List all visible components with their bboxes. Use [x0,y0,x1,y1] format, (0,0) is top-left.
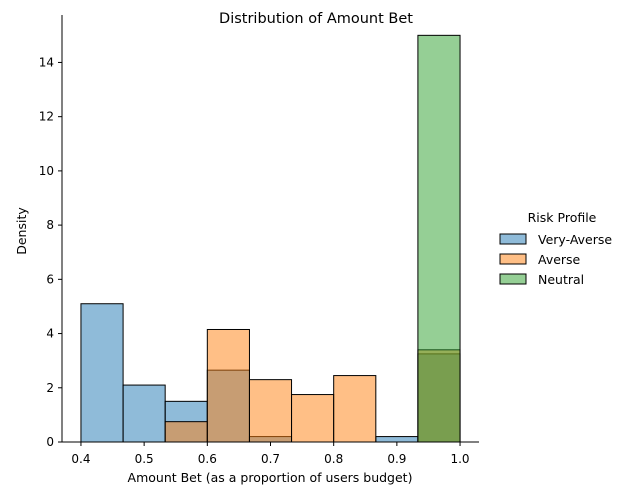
bar-very-averse-1 [122,384,166,443]
legend-label-very-averse: Very-Averse [538,232,612,247]
legend-swatch-neutral [499,273,527,285]
bar-averse-3 [206,328,250,443]
x-tick-label: 0.8 [324,452,343,466]
legend: Risk Profile Very-Averse Averse Neutral [499,210,612,287]
bars-layer [80,34,461,443]
y-tick-label: 6 [46,272,54,286]
x-axis-ticks: 0.4 0.5 0.6 0.7 0.8 0.9 1.0 [71,442,470,466]
legend-swatch-averse [499,253,527,265]
y-tick-label: 2 [46,381,54,395]
bar-neutral-8 [417,34,461,443]
x-tick-label: 1.0 [450,452,469,466]
bar-averse-5 [291,394,335,443]
bar-very-averse-7 [375,436,419,443]
chart-title: Distribution of Amount Bet [219,11,413,27]
y-tick-label: 10 [39,164,54,178]
y-tick-label: 4 [46,327,54,341]
bar-averse-6 [333,375,377,443]
y-tick-label: 14 [39,55,54,69]
bar-averse-2 [164,421,208,443]
x-tick-label: 0.9 [387,452,406,466]
legend-label-averse: Averse [538,252,581,267]
y-axis-ticks: 0 2 4 6 8 10 12 14 [39,55,62,449]
y-tick-label: 12 [39,110,54,124]
x-tick-label: 0.5 [135,452,154,466]
legend-title: Risk Profile [528,210,597,225]
legend-label-neutral: Neutral [538,272,584,287]
y-tick-label: 0 [46,435,54,449]
y-tick-label: 8 [46,218,54,232]
x-tick-label: 0.7 [261,452,280,466]
legend-swatch-very-averse [499,233,527,245]
y-axis-label: Density [14,207,29,255]
bar-very-averse-0 [80,303,124,443]
x-tick-label: 0.6 [198,452,217,466]
x-tick-label: 0.4 [71,452,90,466]
bar-averse-4 [248,379,293,443]
x-axis-label: Amount Bet (as a proportion of users bud… [128,470,413,485]
